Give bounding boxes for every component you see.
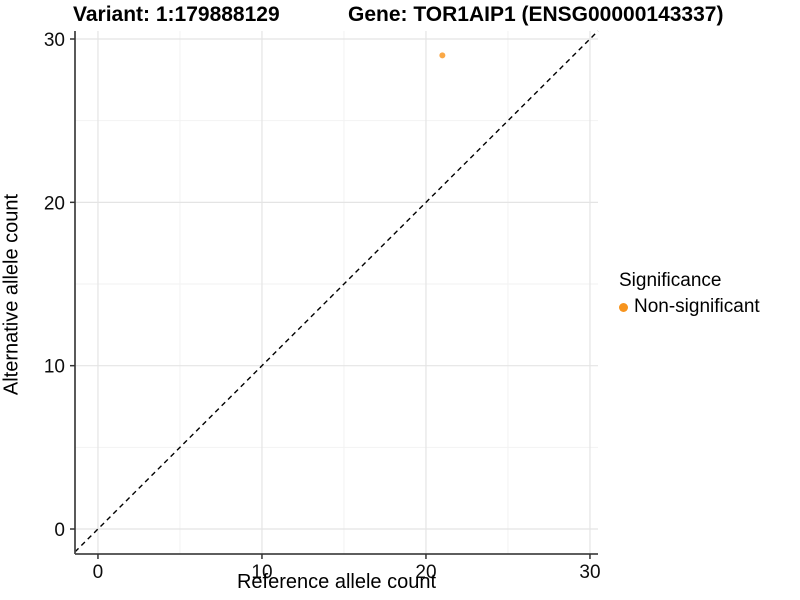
plot-title-gene: Gene: TOR1AIP1 (ENSG00000143337): [348, 3, 724, 26]
legend-entry: Non-significant: [619, 296, 760, 318]
legend-label: Non-significant: [634, 296, 760, 317]
identity-line: [74, 30, 599, 553]
x-axis-title: Reference allele count: [236, 571, 436, 593]
x-tick-label: 10: [251, 562, 272, 583]
x-tick-label: 30: [579, 562, 600, 583]
x-tick-label: 20: [415, 562, 436, 583]
non-significant-point-icon: [619, 302, 628, 312]
x-tick-label: 0: [93, 562, 104, 583]
data-point: [439, 52, 446, 59]
y-tick-label: 0: [54, 520, 65, 541]
legend-title: Significance: [619, 270, 722, 291]
y-tick-label: 20: [44, 193, 65, 214]
y-tick-label: 10: [44, 357, 65, 378]
y-axis-title: Alternative allele count: [0, 193, 23, 396]
plot-title-variant: Variant: 1:179888129: [73, 3, 280, 26]
legend: Significance Non-significant: [619, 270, 760, 318]
y-tick-label: 30: [44, 30, 65, 51]
